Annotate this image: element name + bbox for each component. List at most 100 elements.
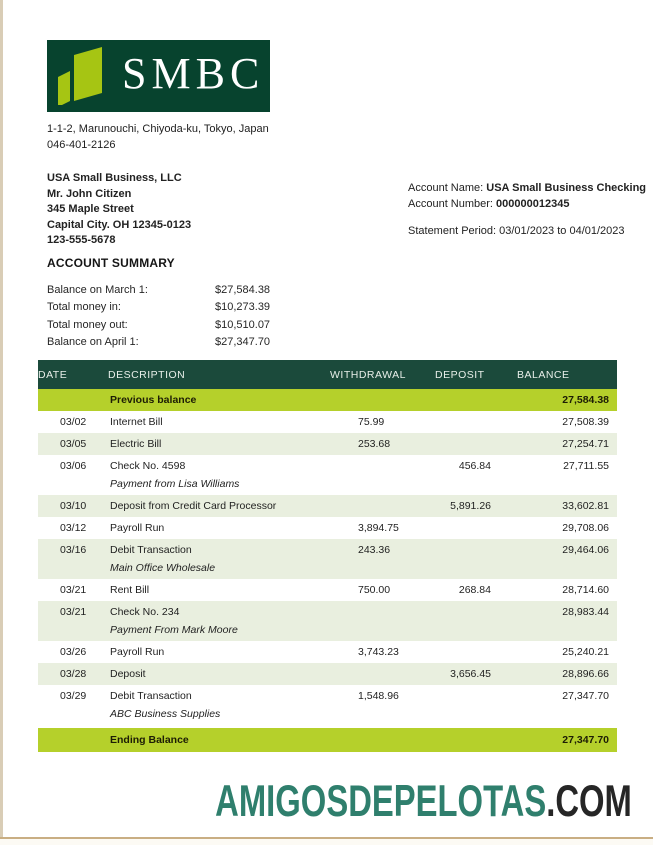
cell-bal: 28,983.44 [562,606,609,618]
cell-wd [330,663,435,685]
cell-wd: 3,743.23 [358,646,399,658]
summary-value: $10,510.07 [215,318,271,331]
scan-edge-strip [0,839,653,845]
cell-date: 03/05 [60,438,87,450]
transactions-table: DATE DESCRIPTION WITHDRAWAL DEPOSIT BALA… [38,360,617,752]
cell-bal: 27,347.70 [562,690,609,702]
cell-date: 03/29 [60,690,87,702]
cell-bal: 27,584.38 [562,394,609,406]
cell-desc: Deposit [110,668,146,680]
table-row: 03/29 Debit Transaction ABC Business Suppl… [38,685,617,727]
cell-date: 03/02 [60,416,87,428]
transactions-table-wrap: DATE DESCRIPTION WITHDRAWAL DEPOSIT BALA… [38,360,617,752]
header-withdrawal: WITHDRAWAL [330,360,435,389]
table-row: 03/12 Payroll Run 3,894.75 29,708.06 [38,517,617,539]
summary-row: Balance on April 1: $27,347.70 [47,334,270,352]
scan-border-bottom [0,837,653,839]
account-number-label: Account Number: [408,198,493,210]
cell-wd: 253.68 [358,438,391,450]
summary-row: Total money in: $10,273.39 [47,299,270,317]
account-name-line: Account Name: USA Small Business Checkin… [408,180,646,196]
cell-date: 03/16 [60,544,87,556]
summary-value: $27,347.70 [215,336,271,349]
cell-wd [330,455,435,495]
transaction-sub-description: ABC Business Supplies [110,708,221,720]
transactions-body: Previous balance 27,584.38 03/02 Internet B… [38,389,617,752]
cell-bal: 33,602.81 [562,500,609,512]
ending-balance-row: Ending Balance 27,347.70 [38,725,617,752]
cell-dep [435,517,517,539]
customer-city: Capital City. OH 12345-0123 [47,218,192,231]
cell-wd: 1,548.96 [358,690,399,702]
cell-bal: 27,254.71 [562,438,609,450]
cell-dep [435,411,517,433]
watermark-name: AMIGOSDEPELOTAS [215,776,547,826]
transaction-sub-description: Main Office Wholesale [110,562,216,574]
account-name-value: USA Small Business Checking [486,182,647,194]
summary-label: Balance on March 1: [47,283,148,296]
account-number-value: 000000012345 [496,198,570,210]
account-summary-block: Balance on March 1: $27,584.38 Total mon… [47,281,270,351]
customer-block: USA Small Business, LLC Mr. John Citizen… [47,171,191,249]
cell-desc: Previous balance [110,394,197,406]
cell-date: 03/10 [60,500,87,512]
brand-wordmark: SMBC [122,49,265,98]
cell-desc: Check No. 4598 Payment from Lisa Williams [108,455,330,495]
cell-date: 03/12 [60,522,87,534]
cell-dep: 456.84 [458,460,491,472]
scan-border-left [0,0,3,845]
transaction-sub-description: Payment from Lisa Williams [110,478,240,490]
cell-wd: 243.36 [358,544,391,556]
header-deposit: DEPOSIT [435,360,517,389]
cell-dep [435,433,517,455]
summary-label: Balance on April 1: [47,336,139,349]
cell-date: 03/06 [60,460,87,472]
cell-dep [435,389,517,411]
cell-wd [330,725,435,752]
cell-desc: Payroll Run [110,522,165,534]
header-balance: BALANCE [517,360,617,389]
site-watermark: AMIGOSDEPELOTAS.COM [215,776,632,827]
bank-logo: SMBC [47,40,270,112]
table-header-row: DATE DESCRIPTION WITHDRAWAL DEPOSIT BALA… [38,360,617,389]
table-row: 03/02 Internet Bill 75.99 27,508.39 [38,411,617,433]
cell-date: 03/28 [60,668,87,680]
watermark-tld: .COM [546,776,632,826]
account-name-label: Account Name: [408,182,484,194]
cell-wd [330,601,435,641]
cell-dep [435,539,517,579]
customer-street: 345 Maple Street [47,203,134,215]
summary-value: $27,584.38 [215,283,271,296]
cell-bal: 25,240.21 [562,646,609,658]
cell-date [38,389,108,411]
account-number-line: Account Number: 000000012345 [408,196,646,212]
cell-desc: Payroll Run [110,646,165,658]
summary-label: Total money in: [47,301,121,314]
cell-bal: 27,347.70 [517,725,617,752]
table-row: 03/21 Check No. 234 Payment From Mark Moor… [38,601,617,641]
statement-period-label: Statement Period: [408,225,497,237]
table-row: 03/16 Debit Transaction Main Office Wholes… [38,539,617,579]
bank-phone: 046-401-2126 [47,139,116,151]
cell-wd: 75.99 [358,416,385,428]
bank-address-block: 1-1-2, Marunouchi, Chiyoda-ku, Tokyo, Ja… [47,121,269,153]
summary-label: Total money out: [47,318,128,331]
cell-dep: 5,891.26 [450,500,491,512]
account-summary-title: ACCOUNT SUMMARY [47,256,175,270]
account-info-block: Account Name: USA Small Business Checkin… [408,180,646,239]
table-row: 03/06 Check No. 4598 Payment from Lisa Wil… [38,455,617,495]
table-row: 03/21 Rent Bill 750.00 268.84 28,714.60 [38,579,617,601]
header-description: DESCRIPTION [108,360,330,389]
cell-desc: Ending Balance [108,725,330,752]
cell-dep: 3,656.45 [450,668,491,680]
cell-date: 03/21 [60,606,87,618]
cell-dep [435,685,517,727]
cell-desc: Deposit from Credit Card Processor [110,500,277,512]
cell-wd [330,389,435,411]
summary-value: $10,273.39 [215,301,271,314]
cell-date: 03/21 [60,584,87,596]
cell-dep [435,725,517,752]
cell-desc: Debit Transaction Main Office Wholesale [108,539,330,579]
table-row: 03/10 Deposit from Credit Card Processor 5… [38,495,617,517]
cell-dep: 268.84 [458,584,491,596]
